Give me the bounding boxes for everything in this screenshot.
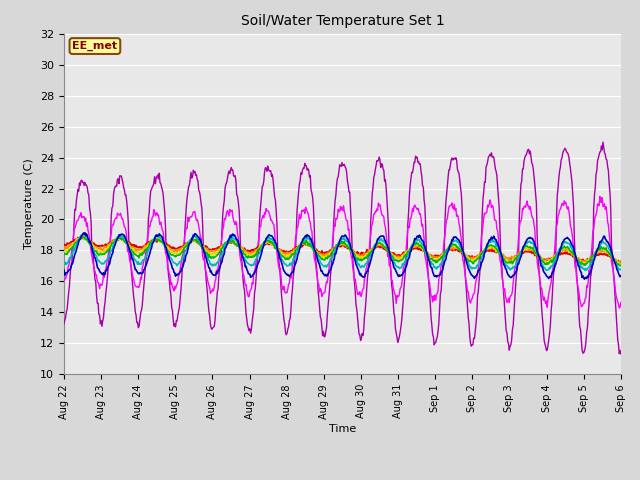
- Legend: -16cm, -8cm, -2cm, +2cm, +8cm, +16cm, +32cm, +64cm: -16cm, -8cm, -2cm, +2cm, +8cm, +16cm, +3…: [141, 478, 544, 480]
- Title: Soil/Water Temperature Set 1: Soil/Water Temperature Set 1: [241, 14, 444, 28]
- Y-axis label: Temperature (C): Temperature (C): [24, 158, 35, 250]
- Text: EE_met: EE_met: [72, 41, 118, 51]
- X-axis label: Time: Time: [329, 424, 356, 434]
